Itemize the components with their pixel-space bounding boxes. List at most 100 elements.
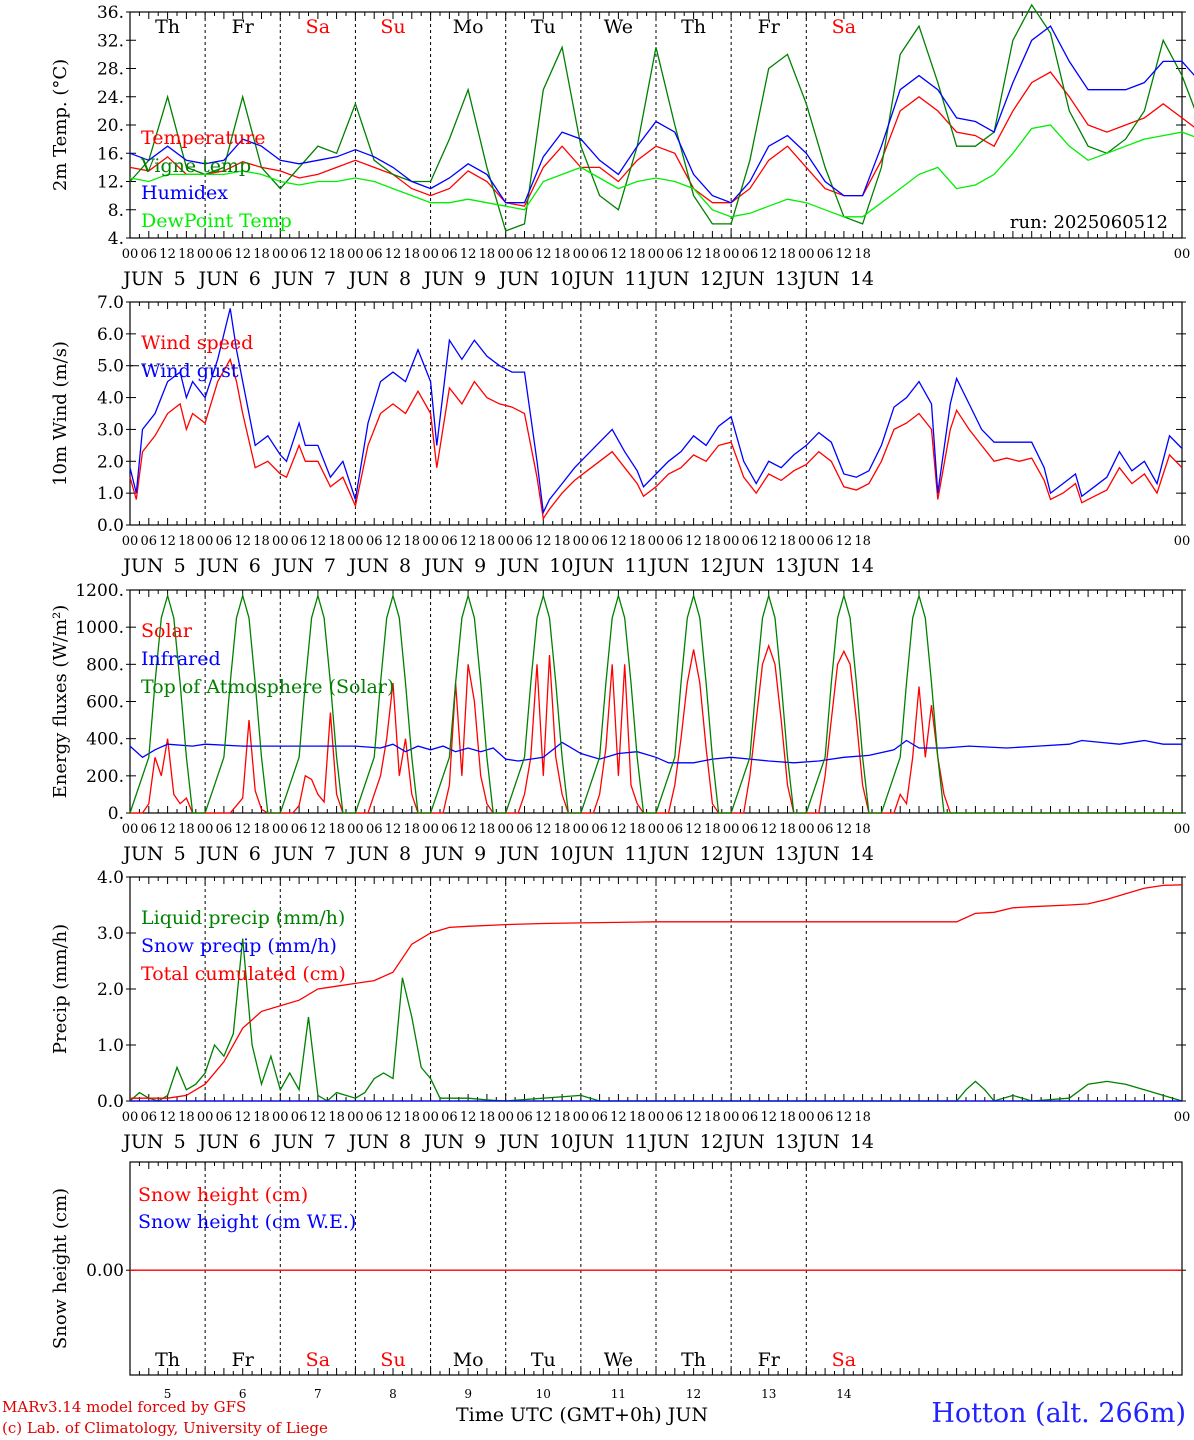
date-day-label: 12 <box>700 1131 724 1153</box>
date-month-label: JUN <box>272 843 314 865</box>
series-line-solar <box>130 643 1182 814</box>
day-of-week-label: Fr <box>232 1349 255 1371</box>
date-month-label: JUN <box>347 268 389 290</box>
hour-tick-label: 00 <box>272 247 289 262</box>
hour-tick-label: 12 <box>385 534 402 549</box>
hour-tick-label: 00 <box>648 822 665 837</box>
hour-tick-label: 12 <box>836 822 853 837</box>
day-of-week-label: Fr <box>758 1349 781 1371</box>
hour-tick-label: 06 <box>667 247 684 262</box>
hour-tick-label: 06 <box>591 1110 608 1125</box>
hour-tick-label: 18 <box>554 247 571 262</box>
series-line-humidex <box>129 25 1194 204</box>
hour-tick-label: 18 <box>328 534 345 549</box>
y-tick-label: 20. <box>97 116 124 136</box>
date-day-label: 5 <box>174 843 186 865</box>
hour-tick-label: 18 <box>554 1110 571 1125</box>
hour-tick-label: 18 <box>854 247 871 262</box>
hour-tick-label: 12 <box>610 1110 627 1125</box>
series-line-temperature <box>129 71 1194 207</box>
hour-tick-label: 12 <box>460 247 477 262</box>
hour-tick-label: 00 <box>347 1110 364 1125</box>
date-day-label: 8 <box>399 268 411 290</box>
hour-tick-label: 18 <box>704 822 721 837</box>
date-month-label: JUN <box>798 268 840 290</box>
series-line-total-cumulated-cm- <box>130 884 1183 1099</box>
date-day-label: 5 <box>174 555 186 577</box>
hour-tick-label: 12 <box>310 822 327 837</box>
hour-tick-label: 12 <box>385 822 402 837</box>
hour-tick-label: 06 <box>141 534 158 549</box>
hour-tick-label: 06 <box>141 822 158 837</box>
y-tick-label: 0. <box>108 804 124 824</box>
series-line-liquid-precip-mm-h- <box>129 938 1183 1102</box>
legend-entry: Wind speed <box>141 332 253 354</box>
hour-tick-label: 06 <box>291 822 308 837</box>
date-month-label: JUN <box>121 555 163 577</box>
date-day-label: 12 <box>700 843 724 865</box>
hour-tick-label: 18 <box>629 822 646 837</box>
hour-tick-label: 00 <box>197 1110 214 1125</box>
hour-tick-label: 18 <box>779 822 796 837</box>
hour-tick-label: 12 <box>836 247 853 262</box>
date-month-label: JUN <box>121 1131 163 1153</box>
day-of-week-label: We <box>604 1349 633 1371</box>
plot-frame <box>129 301 1183 526</box>
hour-tick-label: 06 <box>441 822 458 837</box>
hour-tick-label: 06 <box>291 247 308 262</box>
y-tick-label: 4.0 <box>97 868 124 888</box>
plot-frame <box>129 589 1183 814</box>
legend-entry: Snow precip (mm/h) <box>141 935 337 957</box>
hour-tick-label: 12 <box>234 534 251 549</box>
date-day-label: 7 <box>324 268 336 290</box>
y-tick-label: 2.0 <box>97 980 124 1000</box>
y-tick-label: 32. <box>97 31 124 51</box>
hour-tick-label: 12 <box>610 822 627 837</box>
date-day-label: 7 <box>324 1131 336 1153</box>
hour-tick-label: 00 <box>573 247 590 262</box>
hour-tick-label: 00 <box>497 247 514 262</box>
y-tick-label: 1.0 <box>97 1036 124 1056</box>
hour-tick-label: 00 <box>122 822 139 837</box>
hour-tick-label: 00 <box>422 247 439 262</box>
date-month-label: JUN <box>497 555 539 577</box>
date-day-label: 5 <box>174 1131 186 1153</box>
y-tick-label: 28. <box>97 60 124 80</box>
date-day-label: 9 <box>464 1387 472 1401</box>
hour-tick-label: 18 <box>253 247 270 262</box>
date-day-label: 6 <box>249 1131 261 1153</box>
y-tick-label: 0.0 <box>97 516 124 536</box>
hour-tick-label: 18 <box>554 534 571 549</box>
hour-tick-label: 06 <box>742 1110 759 1125</box>
date-month-label: JUN <box>722 843 764 865</box>
hour-tick-label: 06 <box>817 822 834 837</box>
hour-tick-label: 12 <box>760 247 777 262</box>
hour-tick-label: 06 <box>216 247 233 262</box>
hour-tick-label: 12 <box>685 247 702 262</box>
date-day-label: 8 <box>389 1387 397 1401</box>
date-month-label: JUN <box>422 843 464 865</box>
series-line-top-of-atmosphere-solar- <box>129 593 1182 814</box>
hour-tick-label: 00 <box>422 1110 439 1125</box>
date-day-label: 5 <box>174 268 186 290</box>
hour-tick-label: 12 <box>310 247 327 262</box>
y-tick-label: 0.00 <box>86 1261 124 1281</box>
hour-tick-label: 00 <box>272 1110 289 1125</box>
day-of-week-label: Sa <box>832 16 856 38</box>
date-month-label: JUN <box>647 555 689 577</box>
date-day-label: 12 <box>686 1387 701 1401</box>
series-line-dewpoint-temp <box>129 124 1194 218</box>
date-month-label: JUN <box>121 843 163 865</box>
hour-tick-label: 06 <box>667 534 684 549</box>
date-day-label: 9 <box>474 843 486 865</box>
date-month-label: JUN <box>722 268 764 290</box>
hour-tick-label: 18 <box>704 534 721 549</box>
hour-tick-label: 12 <box>159 822 176 837</box>
y-tick-label: 200. <box>86 767 124 787</box>
date-day-label: 11 <box>624 268 648 290</box>
hour-tick-label: 18 <box>779 1110 796 1125</box>
hour-tick-label: 00 <box>1174 247 1191 262</box>
hour-tick-label: 00 <box>573 822 590 837</box>
day-of-week-label: Sa <box>306 16 330 38</box>
date-day-label: 10 <box>549 555 573 577</box>
